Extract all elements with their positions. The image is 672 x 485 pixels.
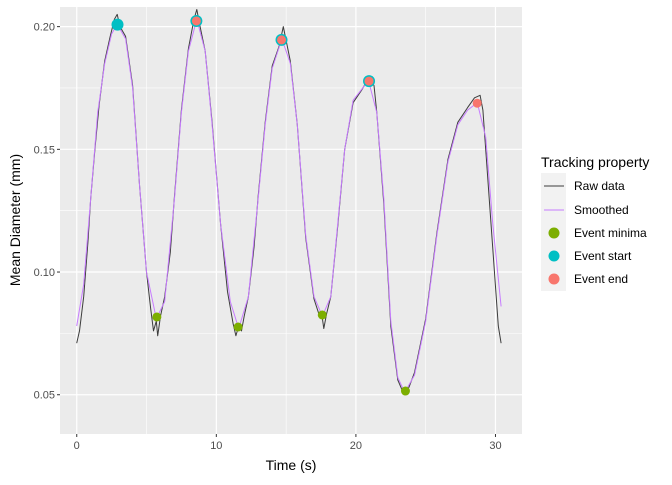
gridlines <box>60 7 522 434</box>
legend-key-event-end <box>548 273 560 285</box>
event-end-point <box>277 35 287 45</box>
legend-label-event-end: Event end <box>574 272 628 286</box>
event-minima-point <box>233 322 243 332</box>
event-minima-point <box>317 310 327 320</box>
x-axis-title: Time (s) <box>266 457 317 473</box>
legend-key-event-start <box>548 250 560 262</box>
legend-label-raw-data: Raw data <box>574 179 625 193</box>
legend-label-smoothed: Smoothed <box>574 203 629 217</box>
x-tick-label: 20 <box>350 440 362 452</box>
legend: Tracking property Raw data Smoothed Event … <box>541 154 649 291</box>
event-points <box>111 14 482 396</box>
y-tick-label: 0.05 <box>34 390 55 402</box>
smoothed-line <box>76 18 502 393</box>
plot-panel <box>60 7 522 434</box>
y-tick-label: 0.15 <box>34 144 55 156</box>
y-axis-title: Mean Diameter (mm) <box>7 154 23 286</box>
event-end-point <box>364 76 374 86</box>
event-end-point <box>472 98 482 108</box>
legend-title: Tracking property <box>541 154 649 170</box>
legend-label-event-minima: Event minima <box>574 226 647 240</box>
event-start-point <box>111 18 124 31</box>
axes: 0 10 20 30 0.05 0.10 0.15 0.20 <box>34 22 502 452</box>
event-end-point <box>191 16 201 26</box>
event-minima-point <box>400 386 410 396</box>
y-tick-label: 0.10 <box>34 267 55 279</box>
legend-key-event-minima <box>548 227 560 239</box>
x-tick-label: 0 <box>74 440 80 452</box>
legend-label-event-start: Event start <box>574 249 632 263</box>
x-tick-label: 10 <box>210 440 222 452</box>
x-tick-label: 30 <box>489 440 501 452</box>
event-minima-point <box>152 312 162 322</box>
y-tick-label: 0.20 <box>34 22 55 34</box>
